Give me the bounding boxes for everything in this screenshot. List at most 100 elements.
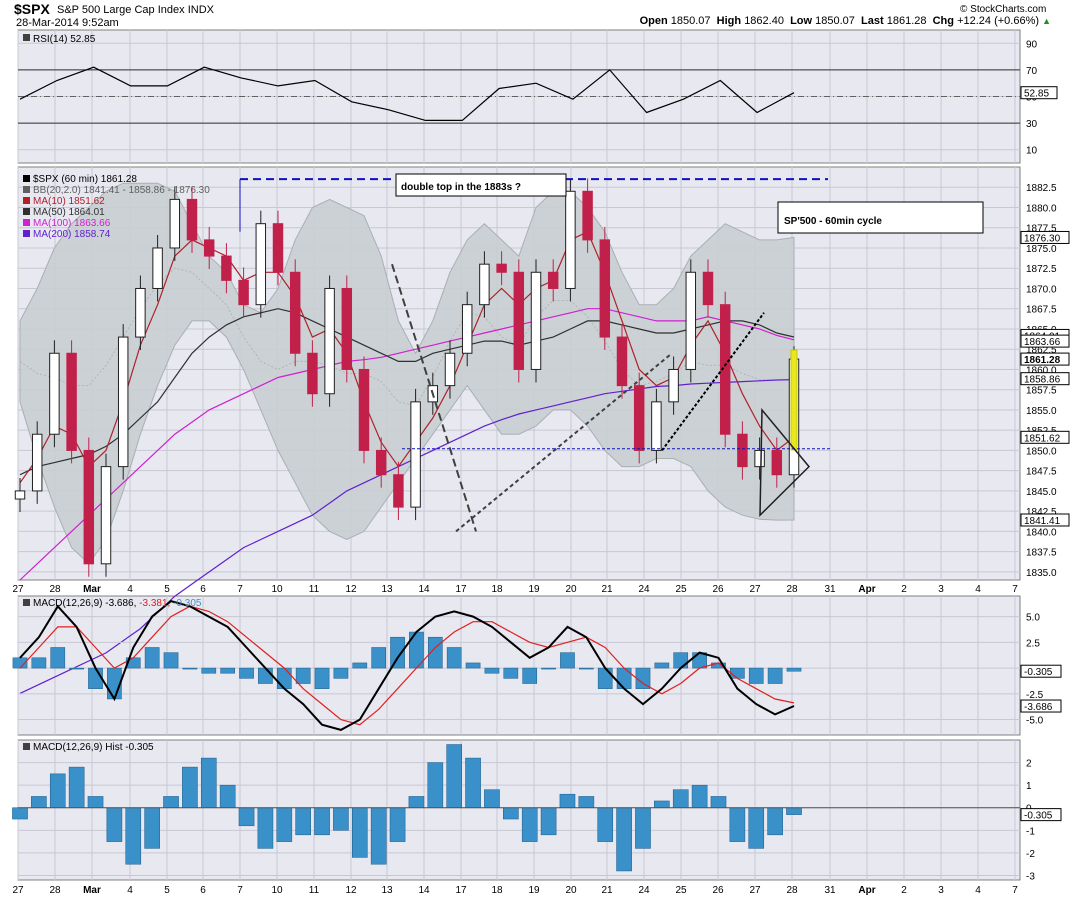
- macd-hist-bar: [579, 667, 594, 670]
- candle: [14, 477, 26, 512]
- macd-hist-bar: [371, 647, 387, 669]
- symbol-label: $SPX: [14, 1, 50, 17]
- candle-body: [616, 336, 628, 387]
- hist-bar: [389, 807, 406, 842]
- candle-body: [444, 352, 456, 387]
- rsi-value-tag: [1020, 86, 1058, 100]
- change-value: +12.24 (+0.66%): [957, 15, 1040, 27]
- macd-tick-label: 2.5: [1026, 638, 1040, 649]
- x-tick-label: 21: [601, 885, 613, 896]
- macd-hist-bar: [88, 667, 103, 689]
- macd-hist-bar: [541, 667, 556, 670]
- macd-hist-bar: [522, 667, 538, 684]
- x-tick-label: 19: [528, 885, 540, 896]
- candle: [238, 267, 249, 318]
- macd-hist-bar: [597, 667, 613, 689]
- hist-bar: [370, 807, 387, 865]
- macd-hist-bar: [69, 667, 84, 670]
- x-tick-label: 4: [127, 584, 133, 595]
- candle-body: [14, 490, 26, 500]
- price-value-tag: [1020, 334, 1070, 348]
- price-tick-label: 1862.5: [1026, 345, 1057, 356]
- hist-tick-label: 1: [1026, 781, 1032, 792]
- x-tick-label: Apr: [858, 885, 875, 896]
- hist-bar: [465, 757, 481, 808]
- hist-bar: [219, 784, 236, 808]
- x-tick-label: 4: [975, 584, 981, 595]
- line-icon: [23, 197, 30, 204]
- candle-body: [100, 466, 112, 565]
- candle: [307, 340, 318, 407]
- hist-bar: [767, 807, 783, 836]
- rsi-tick-label: 90: [1026, 39, 1038, 50]
- candle-body: [169, 198, 181, 249]
- x-tick-label: 24: [638, 885, 650, 896]
- trend-line-up-2: [661, 312, 765, 452]
- candles: [14, 178, 800, 577]
- macd-legend-value: -3.686,: [105, 598, 139, 609]
- candle-body: [633, 385, 645, 451]
- macd-hist-bar: [484, 667, 500, 674]
- price-value-label: 1876.30: [1024, 233, 1061, 244]
- macd-legend-icon: [23, 599, 30, 606]
- x-tick-label: 7: [1012, 885, 1018, 896]
- x-tick-label: 3: [938, 584, 944, 595]
- x-tick-label: 18: [491, 584, 503, 595]
- price-legend-item: MA(50) 1864.01: [33, 207, 105, 218]
- rsi-legend: RSI(14) 52.85: [33, 34, 96, 45]
- macd-hist-bar: [352, 662, 368, 669]
- candle: [771, 437, 783, 488]
- candle: [685, 259, 697, 383]
- macd-value-tag: [1020, 664, 1062, 678]
- hist-bar: [748, 807, 765, 849]
- candle: [599, 226, 611, 351]
- macd-hist-bar: [295, 667, 311, 684]
- bollinger-mid: [19, 267, 795, 407]
- hist-bar: [106, 807, 123, 842]
- hist-bar: [597, 807, 614, 842]
- x-tick-label: 24: [638, 584, 650, 595]
- pennant-triangle: [759, 407, 811, 518]
- candle: [66, 340, 77, 464]
- macd-hist-bar: [673, 652, 689, 669]
- candle-body: [582, 190, 593, 241]
- candle-body: [238, 279, 249, 306]
- macd-hist-bar: [786, 667, 802, 672]
- candle-body: [324, 287, 335, 395]
- candle-icon: [23, 175, 30, 182]
- hist-bar: [257, 807, 274, 849]
- exchange-label: INDX: [187, 4, 214, 16]
- price-legend-item: BB(20,2.0) 1841.41 - 1858.86 - 1876.30: [33, 185, 210, 196]
- candle-body: [117, 336, 129, 468]
- candle-body: [49, 352, 60, 435]
- x-tick-label: 28: [49, 584, 61, 595]
- candle-body: [289, 271, 301, 354]
- candle: [152, 235, 163, 302]
- macd-hist-bar: [50, 647, 66, 669]
- hist-bar: [333, 807, 349, 831]
- macd-hist-bar: [390, 636, 405, 669]
- candle-body: [272, 223, 284, 273]
- hist-bars: [12, 744, 802, 872]
- x-tick-label: 27: [749, 584, 761, 595]
- candle-body: [530, 271, 542, 370]
- price-tick-label: 1880.0: [1026, 203, 1057, 214]
- candle: [375, 437, 387, 488]
- hist-bar: [68, 766, 85, 808]
- x-tick-label: 12: [345, 584, 357, 595]
- candle-body: [83, 449, 95, 565]
- macd-hist-bar: [616, 667, 632, 689]
- candle: [49, 340, 60, 448]
- hist-bar: [87, 796, 104, 808]
- hist-bar: [276, 807, 293, 842]
- hist-bar: [31, 796, 47, 808]
- candle: [513, 259, 525, 383]
- macd-hist-bar: [767, 667, 783, 684]
- hist-bar: [786, 807, 802, 815]
- x-tick-label: 2: [901, 584, 907, 595]
- macd-hist-bar: [730, 667, 745, 679]
- macd-hist-bar: [748, 667, 764, 684]
- price-tick-label: 1842.5: [1026, 507, 1057, 518]
- candle: [358, 356, 370, 464]
